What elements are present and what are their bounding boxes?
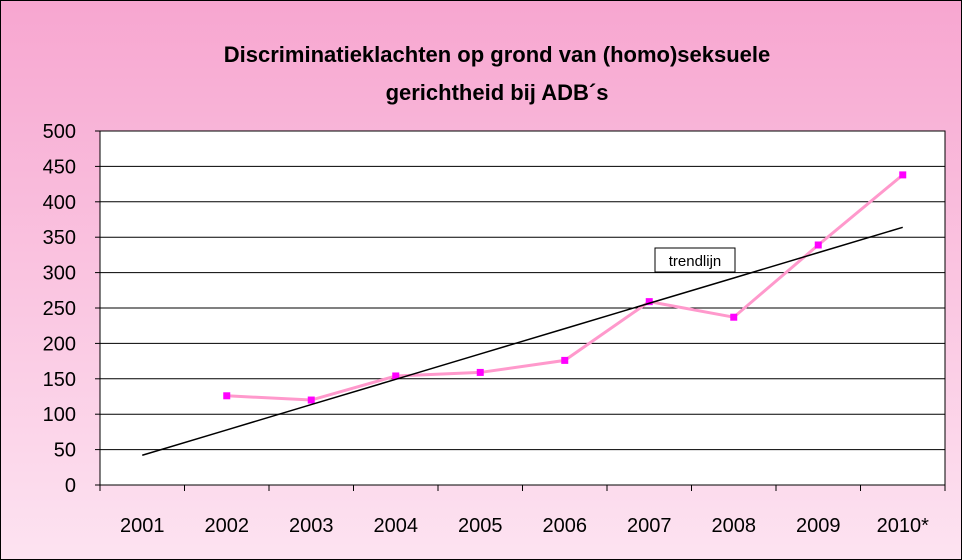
trend-line [142, 226, 903, 456]
y-tick-label: 150 [43, 369, 76, 391]
y-tick-label: 500 [43, 121, 76, 143]
x-tick-label: 2008 [712, 515, 757, 537]
x-tick-label: 2002 [205, 515, 250, 537]
x-tick-label: 2001 [120, 515, 165, 537]
y-tick-label: 250 [43, 298, 76, 320]
data-point [561, 356, 569, 364]
y-tick-label: 100 [43, 404, 76, 426]
y-tick-label: 50 [54, 440, 76, 462]
x-tick-label: 2006 [543, 515, 588, 537]
y-tick-label: 350 [43, 227, 76, 249]
x-tick-label: 2009 [796, 515, 841, 537]
annotation-box [654, 247, 736, 273]
data-point [392, 372, 400, 380]
data-point [223, 392, 231, 400]
chart-title: gerichtheid bij ADB´s [386, 80, 609, 105]
data-point [730, 313, 738, 321]
data-point [814, 241, 822, 249]
data-point [645, 298, 653, 306]
data-point [476, 368, 484, 376]
data-point [899, 171, 907, 179]
data-point [307, 396, 315, 404]
x-tick-label: 2007 [627, 515, 672, 537]
y-tick-label: 450 [43, 156, 76, 178]
y-tick-label: 200 [43, 333, 76, 355]
y-tick-label: 400 [43, 192, 76, 214]
x-tick-label: 2003 [289, 515, 334, 537]
x-tick-label: 2010* [877, 515, 929, 537]
chart-title: Discriminatieklachten op grond van (homo… [224, 42, 770, 67]
x-tick-label: 2004 [374, 515, 419, 537]
annotation: trendlijn [669, 253, 722, 270]
y-tick-label: 0 [65, 475, 76, 497]
x-tick-label: 2005 [458, 515, 503, 537]
y-tick-label: 300 [43, 263, 76, 285]
